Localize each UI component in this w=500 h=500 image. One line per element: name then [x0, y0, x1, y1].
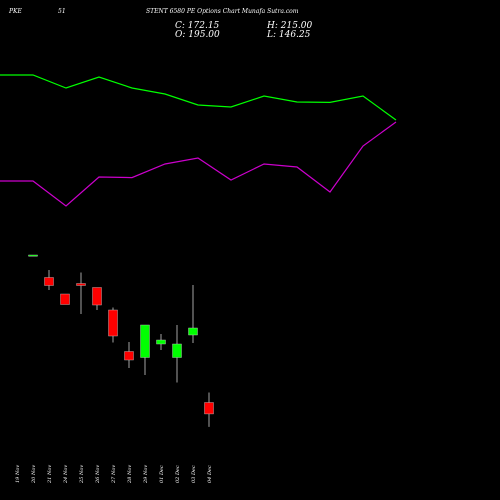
candle-body [44, 277, 54, 286]
series-line-2 [0, 121, 397, 207]
candle [76, 272, 86, 314]
x-tick-label: 29 Nov [143, 465, 149, 484]
candle-body [60, 293, 70, 305]
candle-body [124, 351, 134, 361]
x-tick-label: 26 Nov [95, 465, 101, 484]
candle [92, 287, 102, 310]
candle [124, 342, 134, 368]
x-axis-ticks: 19 Nov 20 Nov 21 Nov 24 Nov 25 Nov 26 Nov 27 N… [15, 465, 213, 484]
candles [28, 254, 214, 427]
candle [108, 307, 118, 343]
candle-body [188, 327, 198, 336]
candle-body [108, 309, 118, 337]
candle [156, 334, 166, 350]
candle-body [92, 287, 102, 306]
close-value: C: 172.15 [175, 21, 220, 31]
symbol-mid: 51 [58, 8, 66, 15]
x-tick-label: 02 Dec [175, 465, 181, 483]
candle-body [140, 324, 150, 358]
candle-body [204, 402, 214, 415]
x-tick-label: 24 Nov [63, 465, 69, 484]
candle-body [28, 254, 38, 257]
x-tick-label: 03 Dec [191, 465, 197, 483]
candle-body [172, 343, 182, 358]
x-tick-label: 27 Nov [111, 465, 117, 484]
candle [60, 293, 70, 305]
chart-title: STENT 6580 PE Options Chart Munafa Sutra… [146, 8, 299, 15]
open-value: O: 195.00 [175, 30, 220, 40]
series-line-1 [0, 74, 397, 121]
candle [172, 325, 182, 383]
candle [204, 392, 214, 427]
candle-body [156, 339, 166, 345]
candle [140, 324, 150, 375]
low-value: L: 146.25 [266, 30, 311, 40]
candle-body [76, 283, 86, 286]
x-tick-label: 25 Nov [79, 465, 85, 484]
x-tick-label: 01 Dec [159, 465, 165, 483]
indicator-lines [0, 74, 397, 207]
x-tick-label: 19 Nov [15, 465, 21, 483]
x-tick-label: 04 Dec [207, 465, 213, 483]
candle [188, 285, 198, 343]
symbol-left: PKE [8, 8, 23, 15]
x-tick-label: 20 Nov [31, 465, 37, 484]
candle [44, 270, 54, 290]
x-tick-label: 21 Nov [47, 465, 53, 484]
high-value: H: 215.00 [266, 21, 313, 31]
x-tick-label: 28 Nov [127, 465, 133, 484]
candle [28, 254, 38, 257]
